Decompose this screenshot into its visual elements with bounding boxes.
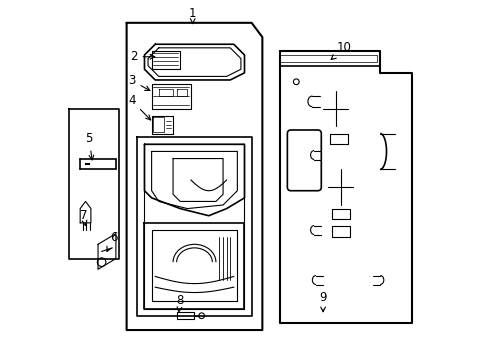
Text: 2: 2 [130,50,154,63]
Text: 5: 5 [85,132,94,160]
Text: 10: 10 [330,41,351,59]
Text: 3: 3 [128,74,150,91]
Text: 4: 4 [128,94,150,120]
Text: 1: 1 [188,8,196,24]
Text: 7: 7 [80,209,87,225]
Text: 8: 8 [176,294,183,313]
Text: 9: 9 [319,291,326,312]
Text: 6: 6 [107,231,118,251]
